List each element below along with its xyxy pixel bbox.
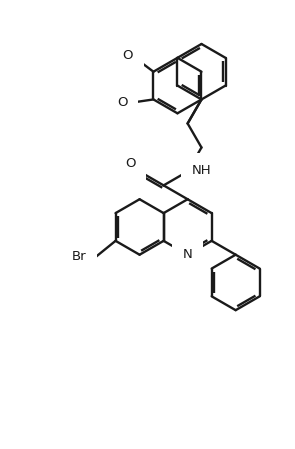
Text: O: O (117, 96, 127, 109)
Text: Br: Br (71, 250, 86, 263)
Text: N: N (183, 248, 193, 261)
Text: NH: NH (191, 164, 211, 177)
Text: O: O (122, 49, 133, 62)
Text: O: O (125, 157, 136, 170)
